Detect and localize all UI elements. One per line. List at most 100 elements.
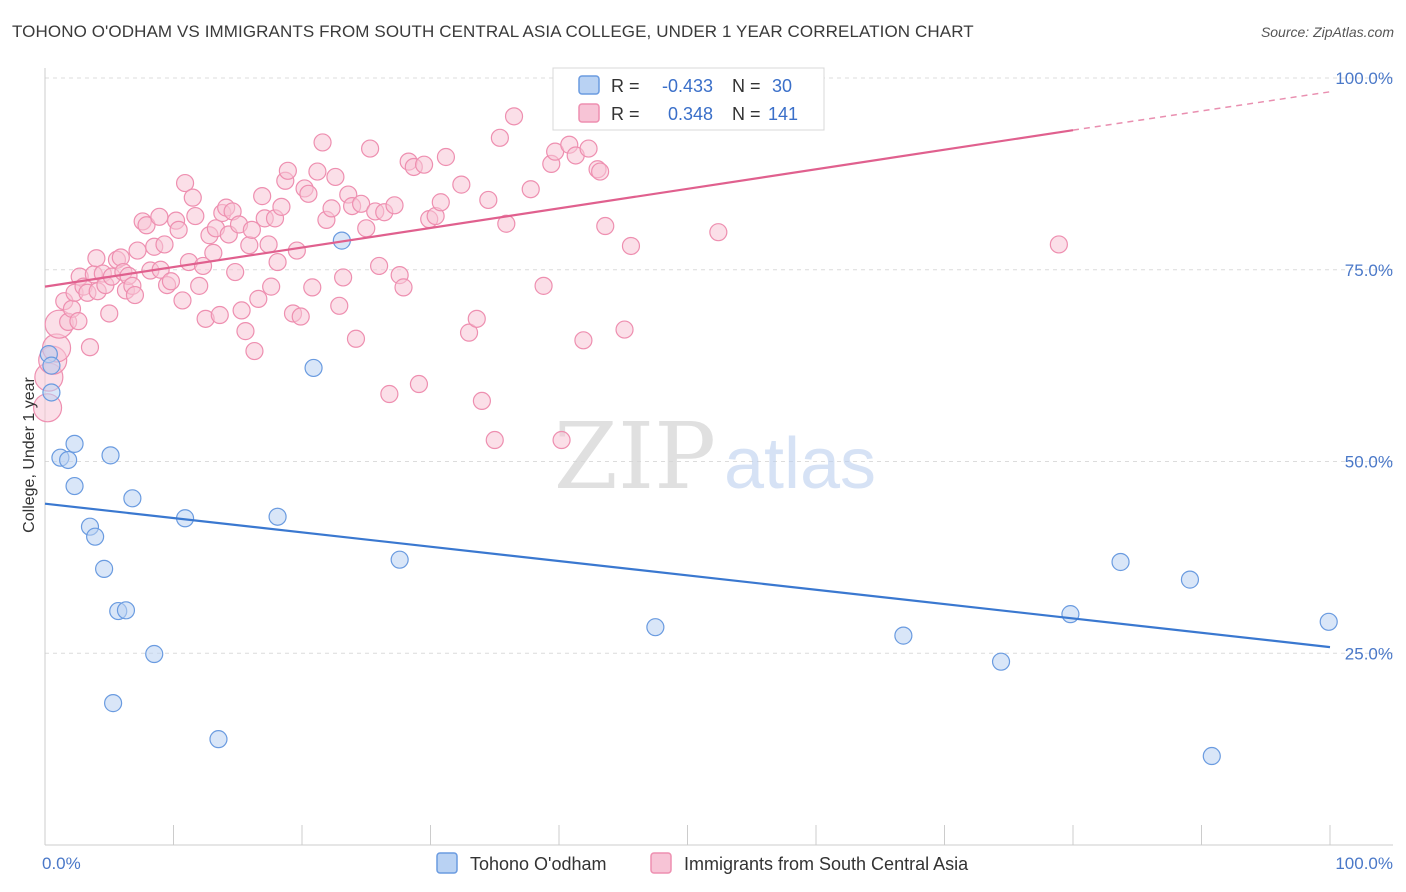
immigrant-trend-extension <box>1072 91 1331 131</box>
immigrant-point <box>521 180 540 199</box>
immigrant-point <box>175 173 195 193</box>
bottom-legend-label-pink: Immigrants from South Central Asia <box>684 854 969 874</box>
axes <box>44 68 1393 846</box>
immigrant-point <box>128 241 147 260</box>
immigrant-point <box>236 322 255 341</box>
immigrant-point <box>169 220 188 239</box>
legend-r-value: -0.433 <box>662 76 713 96</box>
y-tick-labels: 25.0% 50.0% 75.0% 100.0% <box>1335 69 1393 663</box>
legend-swatch-pink <box>578 103 600 123</box>
immigrant-point <box>253 187 272 206</box>
legend-box: R = -0.433 N = 30 R = 0.348 N = 141 <box>552 67 825 131</box>
immigrant-point <box>326 167 345 187</box>
immigrant-point <box>490 128 509 147</box>
immigrant-point <box>346 329 366 348</box>
immigrant-point <box>262 277 281 296</box>
tohono-point <box>1111 552 1130 572</box>
immigrant-point <box>330 296 349 315</box>
legend-n-value: 141 <box>768 104 798 124</box>
immigrant-point <box>497 214 516 233</box>
tohono-point <box>65 434 84 453</box>
immigrant-point <box>291 307 310 326</box>
immigrant-point <box>334 268 353 287</box>
immigrant-point <box>414 155 434 174</box>
immigrant-point <box>579 139 598 158</box>
immigrant-point <box>299 184 318 203</box>
tohono-point <box>116 601 136 620</box>
bottom-legend-label-blue: Tohono O'odham <box>470 854 607 874</box>
tohono-point <box>86 527 105 546</box>
x-tick-label: 0.0% <box>42 854 81 873</box>
tohono-point <box>304 358 323 378</box>
immigrant-point <box>591 162 610 181</box>
tohono-point <box>59 450 78 470</box>
immigrant-point <box>242 220 261 239</box>
immigrant-point <box>245 341 264 361</box>
chart-title: TOHONO O'ODHAM VS IMMIGRANTS FROM SOUTH … <box>12 22 974 41</box>
tohono-point <box>101 446 120 465</box>
immigrant-point <box>232 301 251 320</box>
tohono-point <box>65 476 84 496</box>
immigrant-point <box>173 291 192 310</box>
immigrant-point <box>361 139 380 158</box>
x-tick-labels: 0.0% 100.0% <box>42 854 1393 873</box>
immigrant-point <box>409 374 429 394</box>
immigrant-point <box>249 289 268 308</box>
immigrant-point <box>268 252 287 272</box>
tohono-point <box>145 644 164 664</box>
tohono-point <box>268 507 287 526</box>
y-tick-label: 25.0% <box>1345 644 1393 663</box>
immigrant-point <box>504 107 524 126</box>
immigrant-point <box>709 223 728 242</box>
bottom-legend: Tohono O'odham Immigrants from South Cen… <box>436 852 969 874</box>
immigrant-point <box>137 216 156 235</box>
immigrant-point <box>69 312 88 331</box>
immigrant-point <box>125 285 145 305</box>
bottom-legend-swatch-blue <box>436 852 458 874</box>
grid-lines <box>45 77 1393 654</box>
immigrant-point <box>370 256 389 276</box>
immigrant-point <box>259 235 278 254</box>
immigrant-point <box>161 272 181 291</box>
tohono-point <box>894 626 913 645</box>
legend-r-value: 0.348 <box>668 104 713 124</box>
immigrant-point <box>210 305 229 325</box>
immigrant-point <box>479 190 498 210</box>
immigrant-point <box>100 304 119 323</box>
immigrant-point <box>534 276 553 295</box>
y-tick-label: 75.0% <box>1345 261 1393 280</box>
tohono-point <box>42 356 61 375</box>
immigrant-point <box>352 194 371 213</box>
immigrant-point <box>357 219 376 238</box>
immigrant-point <box>431 193 450 212</box>
tohono-point <box>42 383 61 402</box>
tohono-point <box>390 550 409 569</box>
immigrant-point <box>322 199 341 218</box>
watermark: ZIP atlas <box>554 403 876 510</box>
tohono-point <box>1319 612 1338 631</box>
immigrant-point <box>574 331 593 350</box>
immigrant-point <box>467 309 486 328</box>
tohono-point <box>209 730 228 749</box>
legend-n-value: 30 <box>772 76 792 96</box>
tohono-point <box>646 618 665 637</box>
immigrant-point <box>459 323 479 342</box>
x-tick-label: 100.0% <box>1335 854 1393 873</box>
immigrant-point <box>240 236 259 255</box>
immigrant-point <box>278 161 297 180</box>
immigrant-point <box>385 196 404 215</box>
immigrant-point <box>552 430 571 450</box>
tohono-point <box>1202 746 1221 766</box>
y-axis-label: College, Under 1 year <box>21 377 38 533</box>
immigrant-point <box>204 243 223 262</box>
tohono-point <box>1180 570 1200 589</box>
immigrant-point <box>150 207 169 226</box>
immigrant-point <box>272 197 291 216</box>
legend-n-label: N = <box>732 104 761 124</box>
source-label: Source: ZipAtlas.com <box>1260 24 1394 40</box>
y-tick-label: 50.0% <box>1345 453 1393 472</box>
legend-swatch-blue <box>578 75 600 95</box>
immigrant-point <box>183 188 202 207</box>
legend-r-label: R = <box>611 76 640 96</box>
